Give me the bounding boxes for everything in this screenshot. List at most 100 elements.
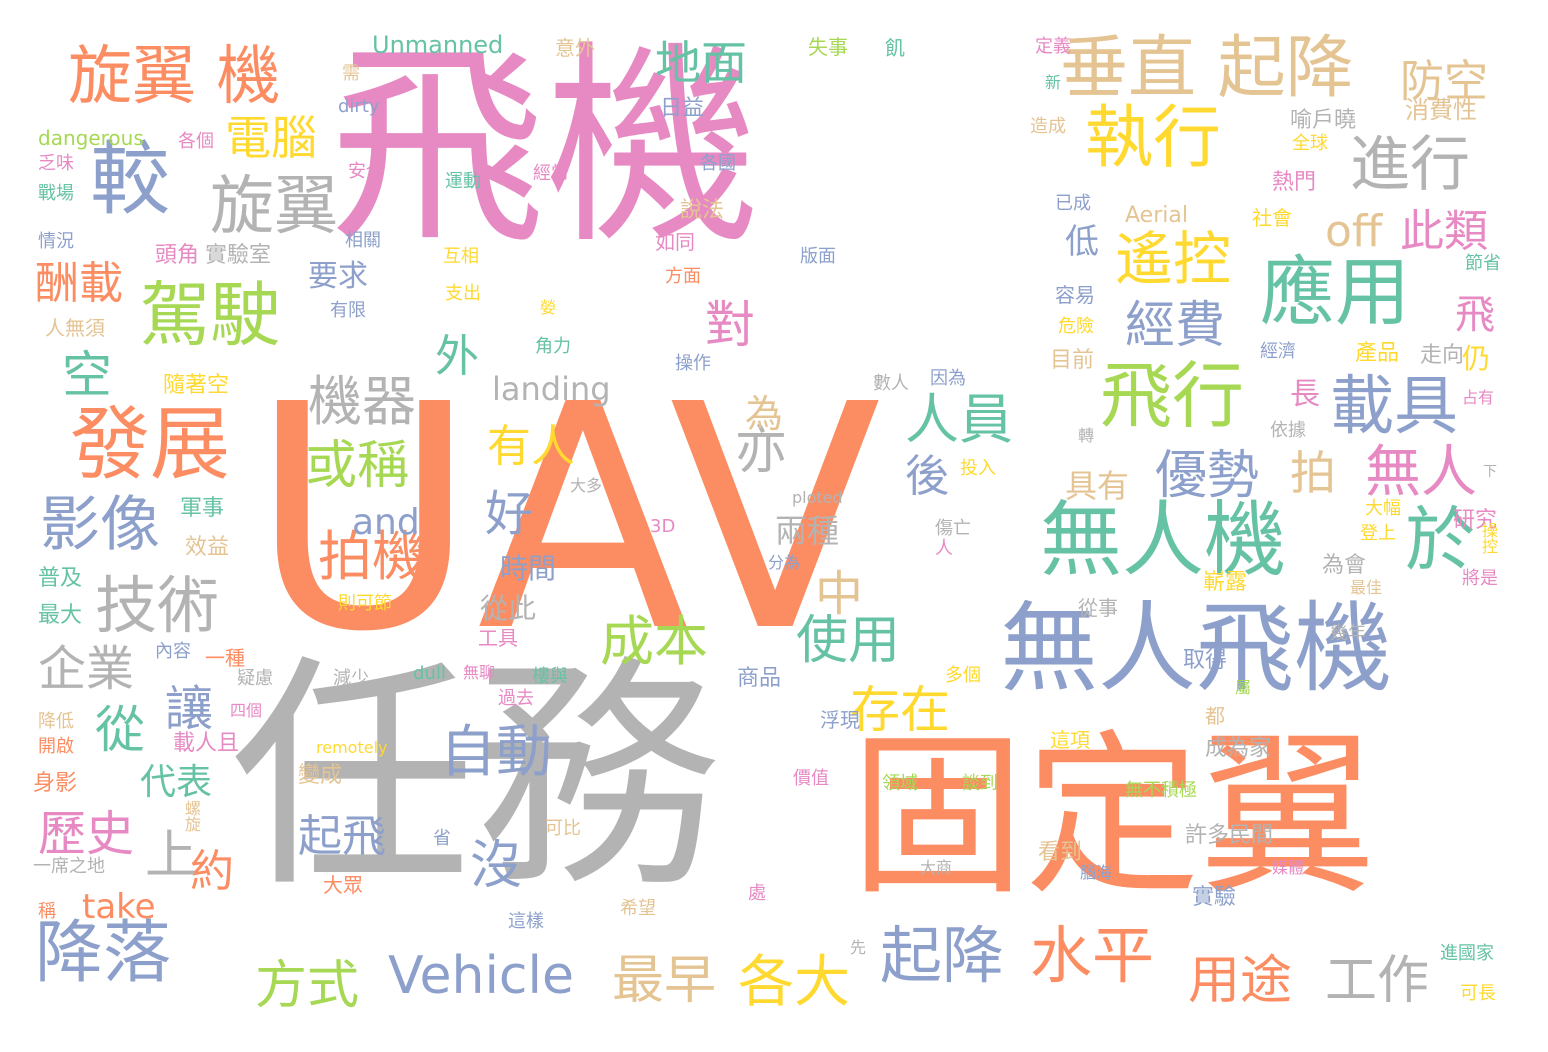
cloud-word: remotely	[316, 738, 388, 757]
cloud-word: 日益	[660, 96, 705, 121]
cloud-word: and	[352, 502, 420, 543]
cloud-word: 遙控	[1115, 225, 1232, 293]
cloud-word: 互相	[443, 246, 479, 267]
cloud-word: 方式	[255, 956, 360, 1016]
cloud-word: 熱門	[1272, 170, 1317, 195]
cloud-word: 讓	[165, 681, 214, 737]
cloud-word: ploted	[792, 488, 843, 507]
cloud-word: 開啟	[38, 736, 74, 757]
cloud-word: 研究	[1453, 508, 1498, 533]
cloud-word: 存在	[850, 681, 950, 739]
cloud-word: 螺旋	[182, 800, 201, 832]
cloud-word: 媒體	[1272, 858, 1305, 877]
cloud-word: 意外	[555, 36, 595, 60]
cloud-word: 為	[745, 392, 784, 436]
cloud-word: 上	[145, 826, 198, 886]
cloud-word: 最佳	[1350, 578, 1383, 597]
cloud-word: 外	[435, 331, 479, 382]
cloud-word: 執行	[1085, 99, 1222, 178]
cloud-word: 浮現	[820, 708, 860, 732]
cloud-word: 影像	[40, 490, 160, 560]
cloud-word: 身影	[33, 771, 78, 796]
cloud-word: 應用	[1260, 248, 1411, 336]
cloud-word: dirty	[338, 96, 380, 117]
cloud-word: 消費性	[1405, 96, 1477, 124]
cloud-word: 實驗	[1192, 885, 1237, 910]
cloud-word: 旋翼	[210, 170, 338, 244]
cloud-word: 人無須	[45, 316, 105, 340]
cloud-word: dangerous	[38, 126, 144, 150]
cloud-word: 3D	[650, 516, 676, 537]
cloud-word: 歷史	[38, 806, 135, 862]
cloud-word: 任務	[230, 635, 720, 920]
cloud-word: dull	[413, 663, 446, 684]
cloud-word: 說法	[680, 198, 725, 223]
cloud-word: 稱	[38, 901, 56, 922]
cloud-word: 經濟	[1260, 341, 1296, 362]
cloud-word: 多個	[945, 665, 981, 686]
cloud-word: 造成	[1030, 116, 1066, 137]
cloud-word: 支出	[445, 283, 481, 304]
cloud-word: 機器	[308, 370, 416, 433]
cloud-word: 拍機	[318, 525, 426, 588]
cloud-word: 防空	[1400, 56, 1488, 107]
cloud-word: 依據	[1270, 420, 1306, 441]
cloud-word: 社會	[1252, 206, 1292, 230]
cloud-word: 約	[190, 846, 234, 897]
cloud-word: 角力	[535, 336, 571, 357]
cloud-word: 情況	[38, 231, 74, 252]
cloud-word: 時間	[500, 552, 557, 585]
cloud-word: 則可節	[338, 593, 392, 614]
cloud-word: 這樣	[508, 911, 544, 932]
cloud-word: 乏味	[38, 153, 74, 174]
cloud-word: 大幅	[1365, 498, 1401, 519]
cloud-word: 安全	[348, 161, 384, 182]
cloud-word: 過去	[498, 688, 534, 709]
cloud-word: 效益	[185, 535, 230, 560]
cloud-word: 新	[1045, 73, 1062, 92]
cloud-word: 較	[90, 133, 170, 226]
cloud-word: 人	[935, 538, 953, 559]
cloud-word: 發展	[70, 398, 230, 491]
cloud-word: 飛行	[1100, 354, 1245, 438]
cloud-word: 旋翼 機	[68, 40, 281, 114]
cloud-word: 無人機	[1040, 493, 1287, 588]
cloud-word: 各國	[700, 153, 736, 174]
cloud-word: 操作	[675, 353, 711, 374]
cloud-word: 拍	[1290, 446, 1336, 500]
cloud-word: 許多民間	[1185, 823, 1274, 848]
cloud-word: 人員	[905, 388, 1013, 451]
cloud-word: 危險	[1058, 316, 1094, 337]
cloud-word: 將是	[1462, 568, 1498, 589]
cloud-word: 使用	[796, 611, 901, 671]
cloud-word: 長	[1290, 377, 1320, 412]
cloud-word: 大商	[920, 858, 953, 877]
cloud-word: Vehicle	[388, 946, 574, 1006]
cloud-word: 登上	[1360, 523, 1396, 544]
cloud-word: 先	[850, 938, 867, 957]
cloud-word: 優勢	[1155, 446, 1260, 506]
cloud-word: 中	[815, 566, 864, 622]
cloud-word: 戰場	[38, 183, 74, 204]
cloud-word: 實驗室	[205, 243, 272, 268]
cloud-word: 已成	[1055, 193, 1091, 214]
cloud-word: 工具	[478, 626, 518, 650]
cloud-word: 從事	[1078, 596, 1118, 620]
cloud-word: 電腦	[225, 111, 317, 165]
cloud-word: 這項	[1050, 728, 1090, 752]
cloud-word: 腦海	[1080, 863, 1113, 882]
cloud-word: 固定翼	[850, 716, 1375, 919]
cloud-word: 亦	[735, 421, 788, 481]
cloud-word: 操控	[1479, 522, 1498, 554]
cloud-word: 載具	[1330, 370, 1458, 444]
cloud-word: 好	[485, 486, 534, 542]
cloud-word: 最大	[38, 603, 83, 628]
cloud-word: 起降	[880, 919, 1005, 992]
cloud-word: 從	[95, 701, 145, 759]
cloud-word: 企業	[38, 641, 135, 697]
cloud-word: 希望	[620, 898, 656, 919]
cloud-word: 進國家	[1440, 943, 1494, 964]
cloud-word: 對	[705, 296, 755, 354]
cloud-word: 此類	[1400, 206, 1488, 257]
cloud-word: UAV	[250, 339, 882, 700]
